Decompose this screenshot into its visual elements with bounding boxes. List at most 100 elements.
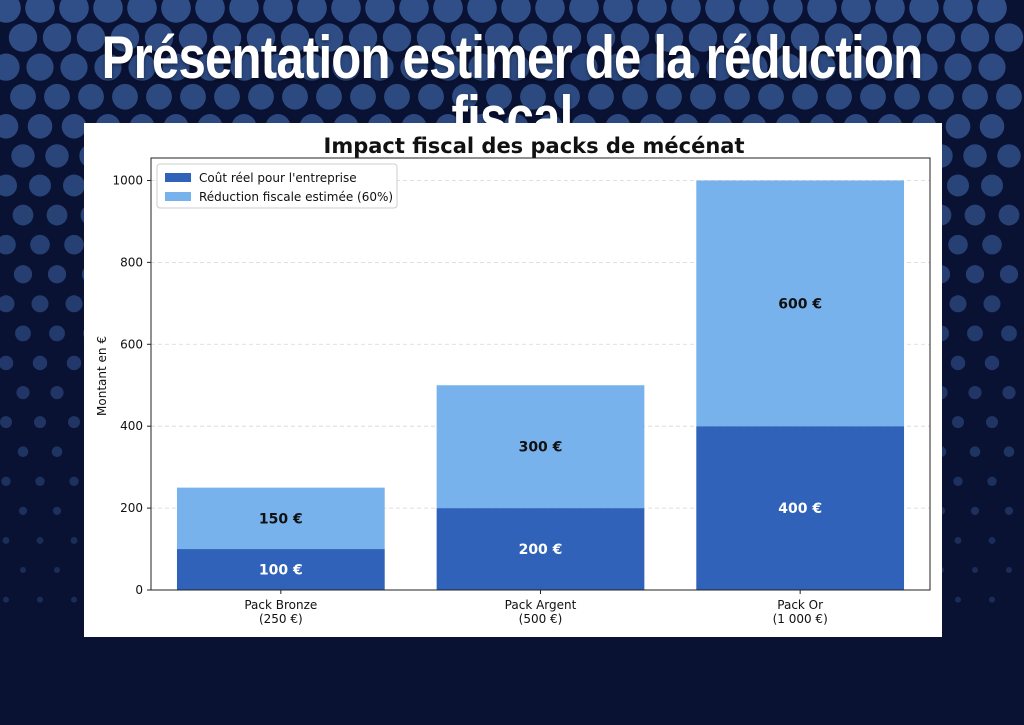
background-dot xyxy=(977,0,1007,23)
background-dot xyxy=(27,114,53,139)
background-dot xyxy=(298,53,326,81)
background-dot xyxy=(47,265,67,284)
legend-label: Coût réel pour l'entreprise xyxy=(199,171,357,185)
background-dot xyxy=(162,53,190,81)
background-dot xyxy=(18,506,28,515)
background-dot xyxy=(76,23,106,52)
background-dot xyxy=(826,83,852,110)
background-dot xyxy=(984,355,1000,371)
background-dot xyxy=(501,0,531,23)
background-dot xyxy=(418,83,444,110)
y-tick-label: 800 xyxy=(120,255,143,269)
background-dot xyxy=(860,83,886,110)
background-dot xyxy=(968,385,982,400)
background-dot xyxy=(229,0,259,23)
background-dot xyxy=(144,23,174,52)
background-dot xyxy=(348,23,378,52)
y-tick-label: 0 xyxy=(135,583,143,597)
background-dot xyxy=(46,204,68,226)
background-dot xyxy=(792,83,818,110)
background-dot xyxy=(112,83,138,110)
x-tick-label: (250 €) xyxy=(259,612,303,626)
background-dot xyxy=(705,0,735,23)
background-dot xyxy=(32,355,48,371)
background-dot xyxy=(910,53,938,81)
background-dot xyxy=(603,0,633,23)
background-dot xyxy=(954,537,962,544)
background-dot xyxy=(965,265,985,284)
background-dot xyxy=(161,0,191,23)
background-dot xyxy=(10,83,36,110)
background-dot xyxy=(0,416,12,429)
background-dot xyxy=(535,0,565,23)
background-dot xyxy=(672,53,700,81)
background-dot xyxy=(59,0,89,23)
background-dot xyxy=(724,83,750,110)
background-dot xyxy=(248,83,274,110)
background-dot xyxy=(282,83,308,110)
background-dot xyxy=(722,23,752,52)
bars xyxy=(176,180,905,590)
background-dot xyxy=(26,53,54,81)
background-dot xyxy=(44,83,70,110)
background-dot xyxy=(71,596,77,603)
background-dot xyxy=(178,23,208,52)
background-dot xyxy=(314,23,344,52)
background-dot xyxy=(875,0,905,23)
background-dot xyxy=(54,567,60,574)
background-dot xyxy=(808,53,836,81)
bar-reduction xyxy=(176,487,385,550)
background-dot xyxy=(468,53,496,81)
background-dot xyxy=(988,537,996,544)
background-dot xyxy=(982,234,1002,255)
background-dot xyxy=(570,53,598,81)
data-label-reduction: 300 € xyxy=(519,440,563,456)
background-dot xyxy=(365,0,395,23)
background-dot xyxy=(654,23,684,52)
data-label-reduction: 600 € xyxy=(778,296,822,312)
background-dot xyxy=(52,506,62,515)
background-dot xyxy=(943,0,973,23)
background-dot xyxy=(15,325,31,342)
background-dot xyxy=(264,53,292,81)
bar-cost xyxy=(696,426,905,590)
background-dot xyxy=(1,476,11,486)
background-dot xyxy=(0,355,14,371)
background-dot xyxy=(195,0,225,23)
bar-reduction xyxy=(436,385,645,509)
background-dot xyxy=(452,83,478,110)
background-dot xyxy=(983,295,1001,313)
background-dot xyxy=(518,23,548,52)
background-dot xyxy=(972,567,978,574)
background-dot xyxy=(0,114,19,139)
bar-cost xyxy=(436,508,645,590)
background-dot xyxy=(949,295,967,313)
legend-label: Réduction fiscale estimée (60%) xyxy=(199,190,393,204)
background-dot xyxy=(280,23,310,52)
background-dot xyxy=(928,83,954,110)
background-dot xyxy=(25,0,55,23)
background-dot xyxy=(196,53,224,81)
background-dot xyxy=(400,53,428,81)
background-dot xyxy=(434,53,462,81)
background-dot xyxy=(384,83,410,110)
background-dot xyxy=(773,0,803,23)
background-dot xyxy=(824,23,854,52)
background-dot xyxy=(45,144,69,168)
background-dot xyxy=(31,295,49,313)
background-dot xyxy=(994,23,1024,52)
background-dot xyxy=(37,596,43,603)
background-dot xyxy=(11,144,35,168)
background-dot xyxy=(128,53,156,81)
background-dot xyxy=(20,567,26,574)
background-dot xyxy=(63,174,85,197)
background-dot xyxy=(948,234,968,255)
y-tick-label: 200 xyxy=(120,501,143,515)
background-dot xyxy=(214,83,240,110)
background-dot xyxy=(263,0,293,23)
background-dot xyxy=(1002,385,1016,400)
background-dot xyxy=(774,53,802,81)
background-dot xyxy=(17,446,29,458)
background-dot xyxy=(656,83,682,110)
y-tick-label: 600 xyxy=(120,337,143,351)
